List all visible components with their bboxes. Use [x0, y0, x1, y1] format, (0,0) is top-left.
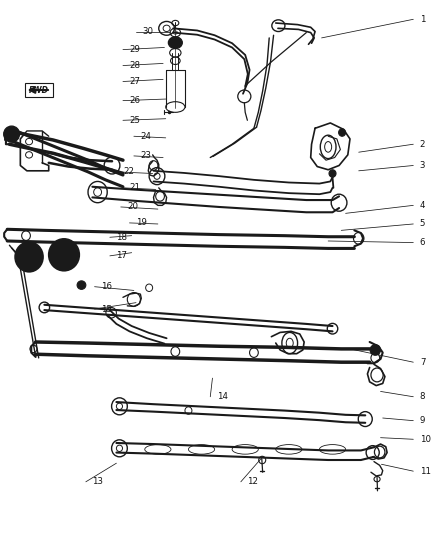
- Text: 5: 5: [420, 220, 425, 229]
- Text: 9: 9: [420, 416, 425, 425]
- Text: 24: 24: [141, 132, 152, 141]
- Ellipse shape: [15, 242, 43, 272]
- Text: 26: 26: [130, 96, 141, 105]
- Text: 4: 4: [420, 201, 425, 210]
- Text: 30: 30: [143, 27, 154, 36]
- Ellipse shape: [77, 281, 86, 289]
- Ellipse shape: [49, 239, 79, 271]
- FancyBboxPatch shape: [25, 83, 53, 98]
- Text: FWD: FWD: [29, 85, 49, 94]
- Text: 18: 18: [117, 233, 127, 242]
- Text: 12: 12: [247, 478, 258, 486]
- Text: 22: 22: [123, 167, 134, 176]
- Text: 17: 17: [117, 252, 127, 260]
- Ellipse shape: [56, 246, 72, 263]
- Ellipse shape: [22, 249, 36, 264]
- Text: 10: 10: [420, 435, 431, 444]
- Text: 23: 23: [141, 151, 152, 160]
- Text: 29: 29: [130, 45, 140, 54]
- Text: 21: 21: [130, 183, 141, 192]
- Ellipse shape: [329, 169, 336, 177]
- Text: 11: 11: [420, 467, 431, 475]
- Text: 20: 20: [127, 203, 138, 212]
- Text: 2: 2: [420, 140, 425, 149]
- Text: 16: 16: [101, 282, 112, 291]
- Text: 6: 6: [420, 238, 425, 247]
- Text: 7: 7: [420, 358, 425, 367]
- Text: 27: 27: [130, 77, 141, 86]
- Text: 25: 25: [130, 116, 141, 125]
- Text: 1: 1: [420, 15, 425, 24]
- Text: 19: 19: [136, 219, 147, 228]
- Text: 3: 3: [420, 161, 425, 170]
- Ellipse shape: [370, 345, 381, 356]
- Text: 14: 14: [217, 392, 228, 401]
- Ellipse shape: [168, 37, 182, 49]
- Ellipse shape: [4, 126, 19, 142]
- Text: 13: 13: [92, 478, 103, 486]
- Text: 8: 8: [420, 392, 425, 401]
- Text: 15: 15: [101, 304, 112, 313]
- Ellipse shape: [339, 129, 346, 136]
- Text: 28: 28: [130, 61, 141, 70]
